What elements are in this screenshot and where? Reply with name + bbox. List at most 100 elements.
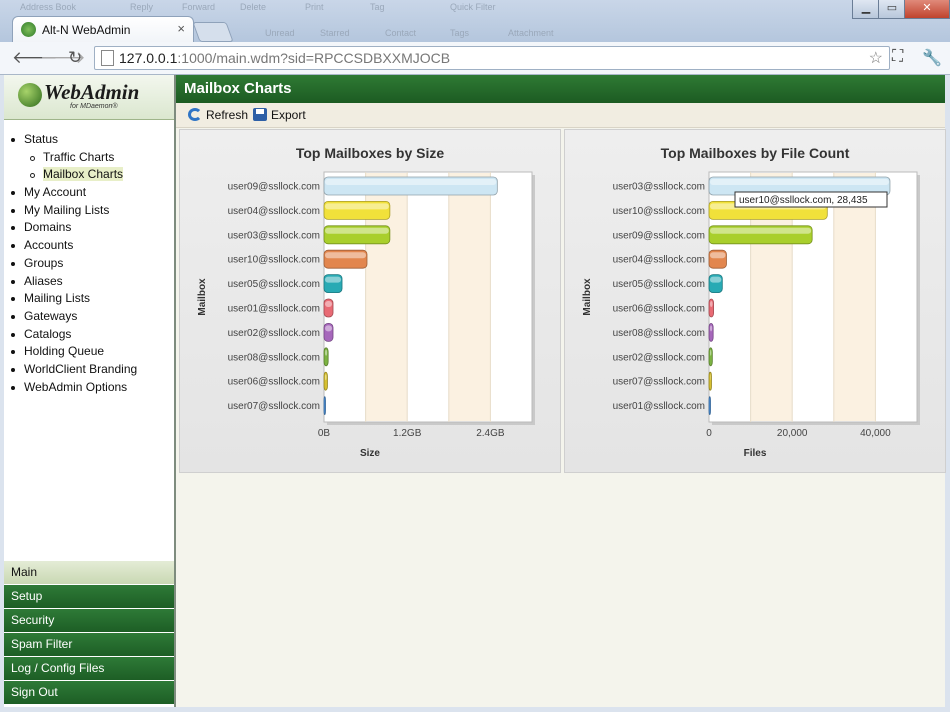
section-menu: Main Setup Security Spam Filter Log / Config… (4, 561, 174, 705)
category-label: user10@ssllock.com (613, 206, 705, 217)
wrench-icon[interactable]: 🔧 (922, 50, 942, 67)
bar-highlight (325, 227, 389, 234)
bar[interactable] (323, 371, 328, 391)
bar[interactable] (323, 176, 498, 196)
url-text: 127.0.0.1:1000/main.wdm?sid=RPCCSDBXXMJO… (119, 50, 451, 66)
globe-logo-icon (18, 83, 42, 107)
category-label: user02@ssllock.com (228, 328, 320, 339)
bar[interactable] (323, 249, 368, 269)
nav-item-aliases[interactable]: Aliases (4, 273, 137, 291)
nav-item-label: Mailing Lists (24, 291, 91, 306)
nav-item-accounts[interactable]: Accounts (4, 237, 137, 255)
main-content: Mailbox Charts Refresh Export Top Mailbo… (176, 75, 946, 707)
category-label: user09@ssllock.com (228, 182, 320, 193)
bookmark-star-icon[interactable]: ☆ (868, 50, 883, 67)
bar-highlight (325, 276, 342, 283)
address-bar[interactable]: 127.0.0.1:1000/main.wdm?sid=RPCCSDBXXMJO… (94, 46, 890, 70)
bar[interactable] (708, 371, 712, 391)
tick-label: 1.2GB (393, 428, 422, 439)
nav-item-label: Holding Queue (24, 344, 105, 359)
nav-item-traffic-charts[interactable]: Traffic Charts (4, 149, 137, 167)
bar[interactable] (708, 347, 713, 367)
bar[interactable] (323, 274, 343, 294)
bar-highlight (325, 325, 333, 332)
category-label: user07@ssllock.com (613, 377, 705, 388)
bar[interactable] (708, 298, 714, 318)
size-chart-panel: Top Mailboxes by Size user09@ssllock.com u… (179, 129, 561, 473)
bar[interactable] (708, 322, 714, 342)
nav-item-label: WorldClient Branding (24, 361, 138, 376)
nav-item-my-mailing-lists[interactable]: My Mailing Lists (4, 202, 137, 220)
bar[interactable] (323, 298, 334, 318)
export-label: Export (271, 108, 306, 122)
category-label: user01@ssllock.com (613, 401, 705, 412)
bar[interactable] (323, 347, 329, 367)
menu-item-setup[interactable]: Setup (4, 585, 174, 608)
bar[interactable] (323, 201, 391, 220)
bar[interactable] (323, 322, 334, 342)
page-icon (101, 50, 114, 66)
nav-item-mailing-lists[interactable]: Mailing Lists (4, 290, 137, 308)
menu-item-main[interactable]: Main (4, 561, 174, 584)
nav-item-worldclient-branding[interactable]: WorldClient Branding (4, 361, 137, 379)
menu-item-spam-filter[interactable]: Spam Filter (4, 633, 174, 656)
nav-item-label: Catalogs (24, 326, 72, 341)
tick-label: 2.4GB (476, 428, 505, 439)
bar[interactable] (323, 225, 391, 245)
bar[interactable] (708, 396, 711, 416)
save-disk-icon (253, 108, 267, 121)
category-label: user04@ssllock.com (228, 206, 320, 217)
background-menu-item: Forward (182, 2, 216, 12)
menu-item-security[interactable]: Security (4, 609, 174, 632)
background-menu-item: Starred (320, 28, 350, 38)
menu-item-log-config-files[interactable]: Log / Config Files (4, 657, 174, 680)
nav-item-domains[interactable]: Domains (4, 219, 137, 237)
bar-highlight (325, 203, 389, 210)
bar[interactable] (708, 274, 723, 294)
category-label: user03@ssllock.com (228, 230, 320, 241)
bar[interactable] (708, 249, 727, 269)
refresh-button[interactable]: Refresh (188, 108, 248, 122)
nav-item-holding-queue[interactable]: Holding Queue (4, 343, 137, 361)
minimize-button[interactable]: ▁ (852, 0, 880, 19)
bar[interactable] (708, 225, 813, 245)
category-label: user01@ssllock.com (228, 304, 320, 315)
menu-item-sign-out[interactable]: Sign Out (4, 681, 174, 704)
filecount-chart: Top Mailboxes by File Count user03@sslloc… (582, 145, 920, 459)
new-tab-button[interactable] (192, 22, 234, 42)
export-button[interactable]: Export (253, 108, 306, 122)
page-title: Mailbox Charts (184, 80, 292, 97)
nav-item-webadmin-options[interactable]: WebAdmin Options (4, 379, 137, 397)
filecount-chart-panel: Top Mailboxes by File Count user03@sslloc… (564, 129, 946, 473)
nav-item-groups[interactable]: Groups (4, 255, 137, 273)
browser-tab[interactable]: Alt-N WebAdmin × (12, 16, 194, 43)
nav-item-my-account[interactable]: My Account (4, 184, 137, 202)
category-label: user06@ssllock.com (613, 304, 705, 315)
nav-item-mailbox-charts[interactable]: Mailbox Charts (4, 166, 137, 184)
tick-label: 0B (318, 428, 331, 439)
maximize-button[interactable]: ▭ (878, 0, 906, 19)
back-arrow-icon[interactable]: 🡐 (12, 48, 58, 67)
tab-close-icon[interactable]: × (177, 21, 185, 36)
nav-item-status[interactable]: Status (4, 131, 137, 149)
background-menu-item: Address Book (20, 2, 77, 12)
nav-item-label: Traffic Charts (43, 149, 115, 164)
nav-item-label: My Mailing Lists (24, 202, 110, 217)
forward-arrow-icon[interactable]: 🡒 (40, 48, 86, 67)
screen-capture-icon[interactable]: ⛶ (892, 48, 904, 65)
background-menu-item: Attachment (508, 28, 554, 38)
chart-title: Top Mailboxes by File Count (661, 145, 850, 161)
reload-icon[interactable]: ↻ (68, 48, 83, 67)
nav-item-label: Aliases (24, 273, 63, 288)
category-label: user05@ssllock.com (613, 279, 705, 290)
tab-title: Alt-N WebAdmin (42, 23, 131, 37)
nav-item-gateways[interactable]: Gateways (4, 308, 137, 326)
close-window-button[interactable]: ✕ (904, 0, 950, 19)
nav-item-catalogs[interactable]: Catalogs (4, 326, 137, 344)
bar-highlight (710, 276, 722, 283)
nav-item-label: Status (24, 132, 59, 146)
category-label: user08@ssllock.com (228, 352, 320, 363)
background-menu-item: Contact (385, 28, 417, 38)
y-axis-title: Mailbox (197, 278, 208, 316)
bar[interactable] (323, 396, 326, 416)
